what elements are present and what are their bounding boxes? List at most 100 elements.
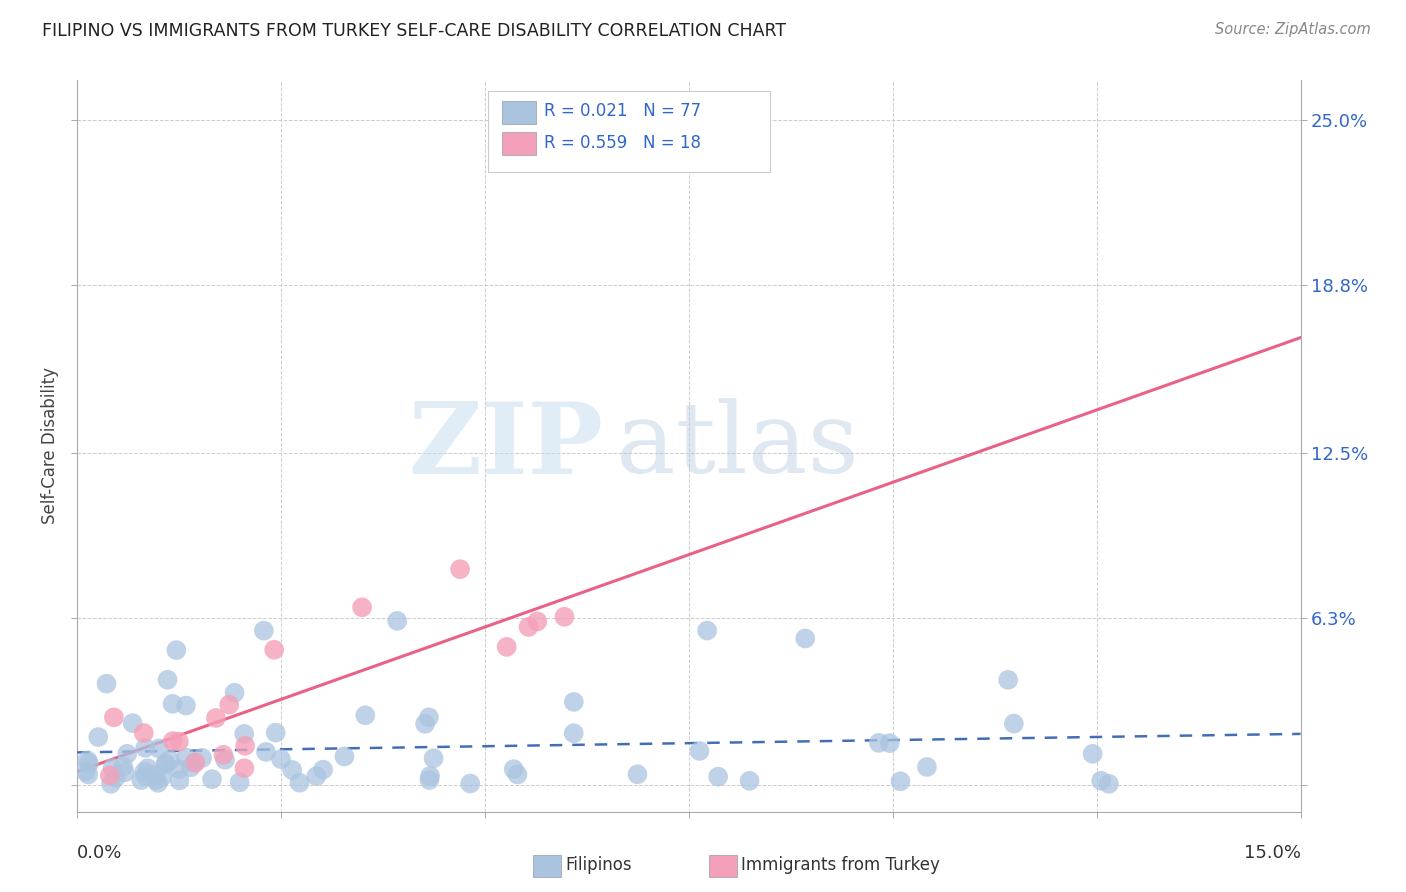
Point — [136, 761, 159, 775]
Point — [1090, 773, 1112, 788]
Point — [191, 751, 214, 765]
Point — [707, 770, 730, 784]
Point — [77, 767, 100, 781]
Point — [449, 562, 471, 576]
Point — [156, 673, 179, 687]
Point — [174, 750, 197, 764]
Text: Filipinos: Filipinos — [565, 856, 631, 874]
Point — [77, 756, 100, 771]
Point — [506, 767, 529, 781]
Point — [305, 769, 328, 783]
Point — [868, 736, 890, 750]
Point — [162, 697, 184, 711]
Point — [134, 764, 156, 779]
Point — [101, 761, 124, 775]
Point — [997, 673, 1019, 687]
Point — [495, 640, 517, 654]
Point — [184, 756, 207, 770]
Y-axis label: Self-Care Disability: Self-Care Disability — [41, 368, 59, 524]
Point — [281, 763, 304, 777]
Point — [263, 642, 285, 657]
Point — [1098, 777, 1121, 791]
Point — [174, 698, 197, 713]
Point — [689, 744, 711, 758]
Point — [180, 760, 202, 774]
Point — [87, 730, 110, 744]
Point — [288, 775, 311, 789]
Point — [233, 761, 256, 775]
Point — [418, 772, 440, 787]
Point — [75, 764, 97, 779]
Point — [419, 769, 441, 783]
Point — [562, 695, 585, 709]
Point — [794, 632, 817, 646]
Point — [312, 763, 335, 777]
Point — [214, 753, 236, 767]
Text: atlas: atlas — [616, 398, 858, 494]
Point — [96, 676, 118, 690]
Point — [1002, 716, 1025, 731]
Point — [201, 772, 224, 787]
Point — [150, 770, 173, 784]
Text: 15.0%: 15.0% — [1243, 844, 1301, 862]
Point — [114, 765, 136, 780]
Point — [121, 716, 143, 731]
Text: Immigrants from Turkey: Immigrants from Turkey — [741, 856, 939, 874]
Point — [354, 708, 377, 723]
Point — [183, 756, 205, 770]
Point — [333, 749, 356, 764]
Point — [112, 759, 135, 773]
Point — [224, 686, 246, 700]
Text: R = 0.021   N = 77: R = 0.021 N = 77 — [544, 103, 702, 120]
Point — [517, 620, 540, 634]
Point — [129, 773, 152, 788]
Point — [155, 756, 177, 771]
Point — [212, 747, 235, 762]
Point — [169, 773, 191, 788]
Text: 0.0%: 0.0% — [77, 844, 122, 862]
Point — [233, 739, 256, 753]
Point — [134, 740, 156, 755]
Point — [526, 615, 548, 629]
Point — [132, 726, 155, 740]
Point — [148, 741, 170, 756]
Point — [738, 773, 761, 788]
Point — [145, 768, 167, 782]
Point — [205, 711, 228, 725]
Point — [879, 736, 901, 750]
Point — [145, 772, 167, 787]
Point — [418, 710, 440, 724]
Point — [155, 756, 177, 771]
Text: FILIPINO VS IMMIGRANTS FROM TURKEY SELF-CARE DISABILITY CORRELATION CHART: FILIPINO VS IMMIGRANTS FROM TURKEY SELF-… — [42, 22, 786, 40]
Point — [889, 774, 911, 789]
Point — [422, 751, 444, 765]
Point — [696, 624, 718, 638]
Point — [254, 745, 277, 759]
Point — [165, 643, 187, 657]
Point — [562, 726, 585, 740]
Point — [270, 752, 292, 766]
Point — [135, 769, 157, 783]
Point — [387, 614, 409, 628]
Text: Source: ZipAtlas.com: Source: ZipAtlas.com — [1215, 22, 1371, 37]
Point — [100, 777, 122, 791]
Point — [458, 776, 481, 790]
Point — [915, 760, 938, 774]
Point — [167, 734, 190, 748]
Point — [159, 753, 181, 767]
Point — [264, 725, 287, 739]
Point — [502, 762, 524, 776]
Text: R = 0.559   N = 18: R = 0.559 N = 18 — [544, 134, 702, 152]
Point — [1081, 747, 1104, 761]
Point — [167, 762, 190, 776]
Point — [352, 600, 374, 615]
Point — [413, 716, 436, 731]
Point — [626, 767, 648, 781]
Point — [98, 768, 121, 782]
Point — [253, 624, 276, 638]
Point — [104, 771, 127, 785]
Text: ZIP: ZIP — [408, 398, 603, 494]
Point — [162, 734, 184, 748]
Point — [553, 609, 575, 624]
Point — [115, 747, 138, 761]
